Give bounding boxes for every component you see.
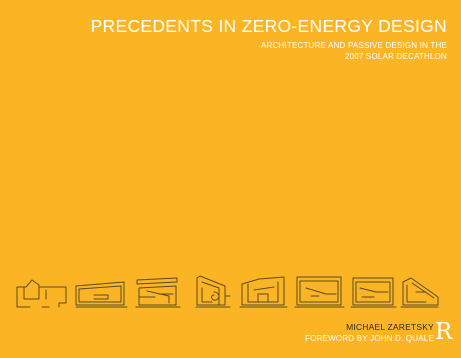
house-section-sketch-icon [400,277,439,308]
house-section-sketch-icon [294,276,345,308]
house-section-sketch-icon [135,277,181,308]
credits-block: MICHAEL ZARETSKY FOREWORD BY JOHN D. QUA… [305,322,434,344]
house-section-sketch-icon [239,276,288,308]
foreword-credit: FOREWORD BY JOHN D. QUALE [305,334,434,343]
title-block: PRECEDENTS IN ZERO-ENERGY DESIGN ARCHITE… [91,17,447,62]
subtitle-line-1: ARCHITECTURE AND PASSIVE DESIGN IN THE [260,41,447,50]
book-title: PRECEDENTS IN ZERO-ENERGY DESIGN [90,16,447,36]
house-section-sketch-icon [350,277,397,308]
house-section-sketch-icon [75,281,128,308]
house-sections-strip [16,274,439,309]
routledge-logo-icon: R [435,319,453,345]
subtitle-line-2: 2007 SOLAR DECATHLON [344,52,447,61]
author-name: MICHAEL ZARETSKY [346,322,434,332]
house-section-sketch-icon [195,275,231,308]
house-section-sketch-icon [16,279,67,308]
